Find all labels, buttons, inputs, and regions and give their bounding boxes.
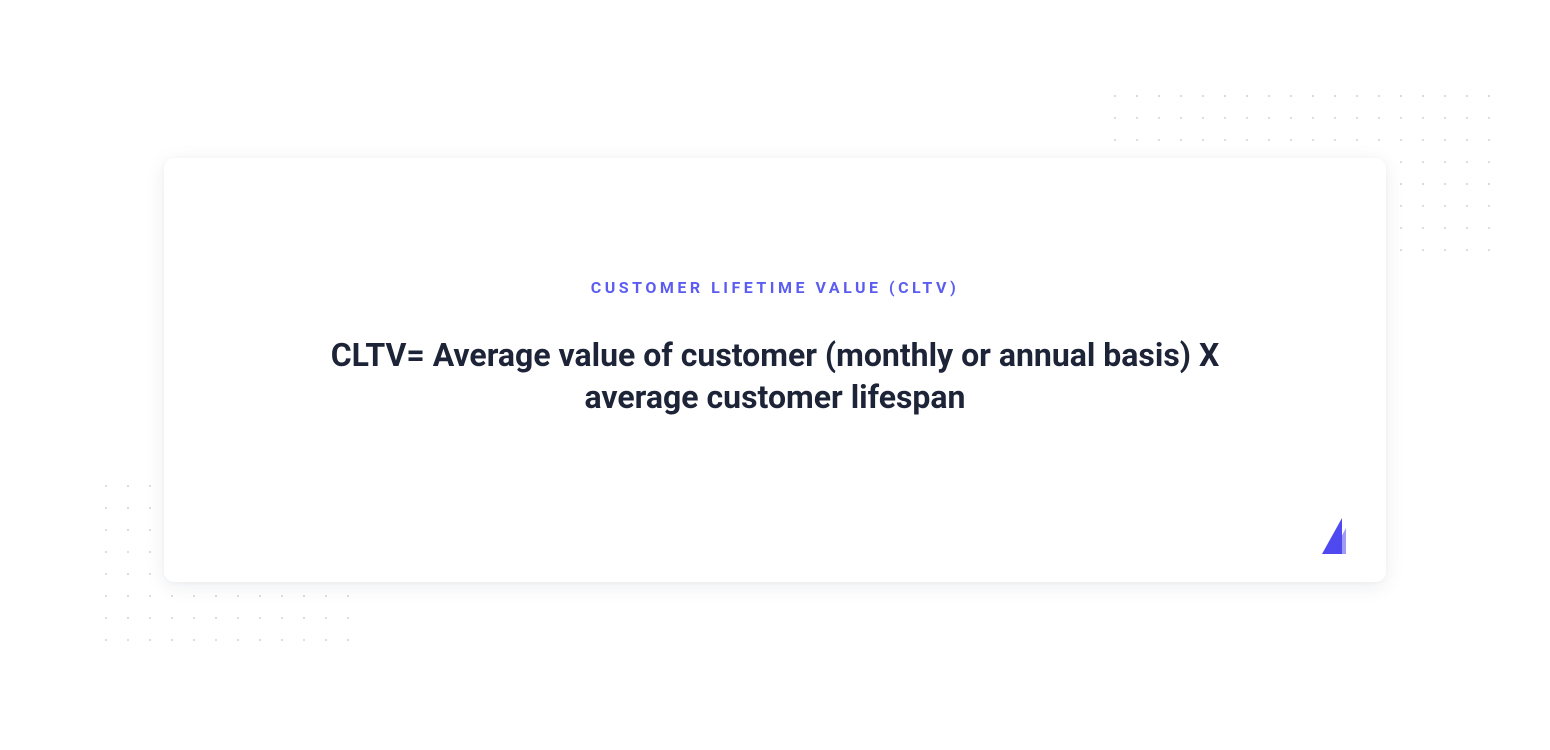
brand-logo-icon (1322, 518, 1350, 554)
card-eyebrow: CUSTOMER LIFETIME VALUE (CLTV) (591, 278, 959, 297)
formula-card: CUSTOMER LIFETIME VALUE (CLTV) CLTV= Ave… (164, 158, 1386, 582)
card-formula: CLTV= Average value of customer (monthly… (325, 335, 1225, 418)
